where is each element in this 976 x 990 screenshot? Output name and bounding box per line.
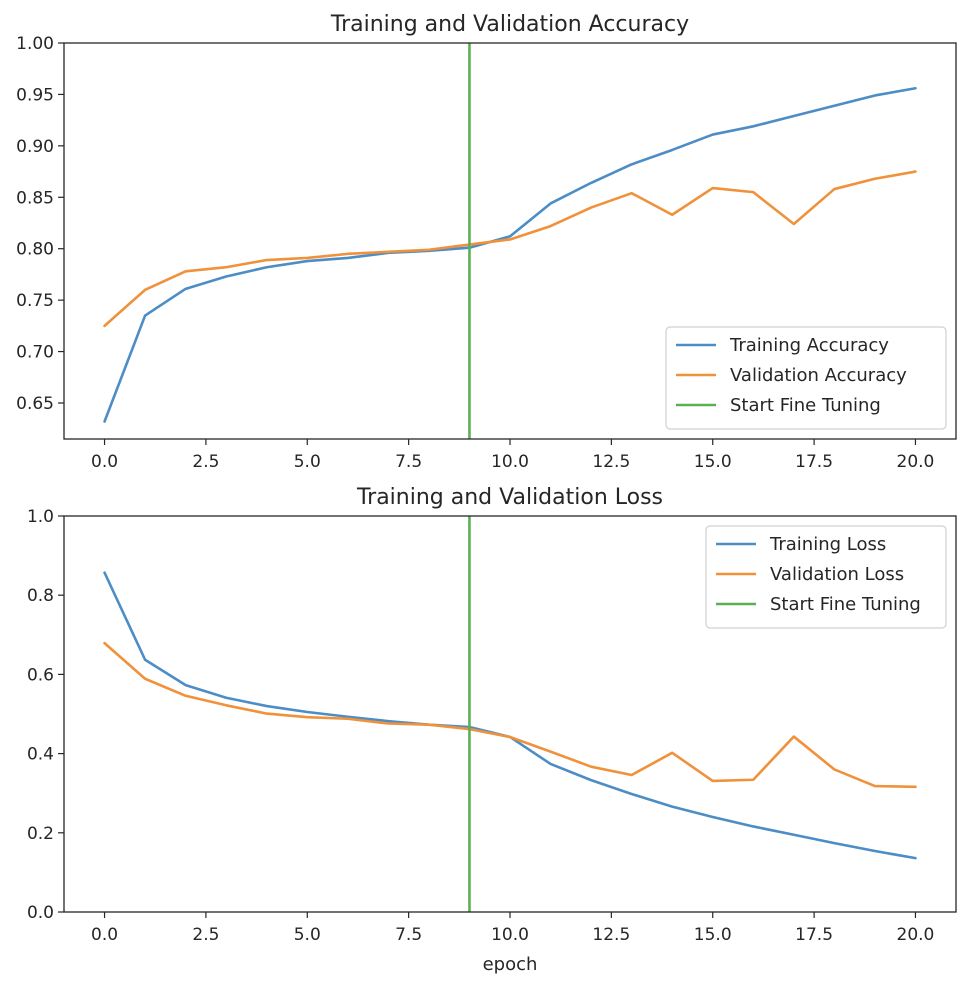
x-tick-label: 20.0: [897, 452, 935, 472]
legend-label: Start Fine Tuning: [730, 395, 881, 416]
plot-frame: [63, 515, 957, 913]
y-tick-label: 0.6: [27, 665, 54, 685]
legend: Training Accuracy Validation Accuracy Star…: [665, 326, 947, 430]
series-line-training: [103, 86, 917, 423]
y-tick-label: 0.65: [16, 394, 54, 414]
chart-loss: Training and Validation Loss 0.0 2.5 5.0 7.5…: [27, 485, 957, 975]
legend-box: [705, 525, 947, 629]
x-tick-label: 20.0: [897, 925, 935, 945]
plot-frame: [63, 42, 957, 440]
x-tick-label: 0.0: [91, 452, 118, 472]
x-tick-label: 5.0: [294, 925, 321, 945]
series-line-validation: [103, 170, 917, 328]
legend-label: Start Fine Tuning: [770, 594, 921, 615]
x-tick-label: 10.0: [491, 452, 529, 472]
legend-label: Validation Loss: [770, 564, 904, 585]
y-tick-label: 1.0: [27, 507, 54, 527]
legend-label: Training Accuracy: [729, 335, 889, 356]
x-tick-label: 2.5: [192, 452, 219, 472]
chart-title: Training and Validation Accuracy: [330, 12, 689, 37]
x-tick-label: 15.0: [694, 452, 732, 472]
y-tick-label: 0.4: [27, 745, 54, 765]
x-tick-label: 12.5: [592, 925, 630, 945]
x-tick-label: 17.5: [795, 452, 833, 472]
legend-label: Validation Accuracy: [730, 365, 907, 386]
y-tick-label: 0.80: [16, 240, 54, 260]
y-tick-label: 0.90: [16, 137, 54, 157]
x-tick-label: 2.5: [192, 925, 219, 945]
chart-accuracy: Training and Validation Accuracy 0.0 2.5 5.…: [16, 12, 957, 472]
y-tick-label: 0.75: [16, 291, 54, 311]
legend-box: [665, 326, 947, 430]
y-tick-label: 0.8: [27, 586, 54, 606]
x-tick-label: 17.5: [795, 925, 833, 945]
y-tick-label: 0.85: [16, 188, 54, 208]
y-tick-label: 0.2: [27, 824, 54, 844]
x-tick-label: 12.5: [592, 452, 630, 472]
x-axis-label: epoch: [483, 954, 538, 975]
legend: Training Loss Validation Loss Start Fine T…: [705, 525, 947, 629]
x-tick-label: 7.5: [395, 925, 422, 945]
y-tick-label: 0.0: [27, 903, 54, 923]
y-tick-label: 1.00: [16, 34, 54, 54]
x-tick-label: 0.0: [91, 925, 118, 945]
y-tick-label: 0.95: [16, 85, 54, 105]
x-tick-label: 10.0: [491, 925, 529, 945]
y-tick-label: 0.70: [16, 343, 54, 363]
x-tick-label: 7.5: [395, 452, 422, 472]
series-line-validation: [103, 641, 917, 789]
x-tick-label: 5.0: [294, 452, 321, 472]
chart-title: Training and Validation Loss: [356, 485, 663, 510]
x-tick-label: 15.0: [694, 925, 732, 945]
legend-label: Training Loss: [769, 534, 886, 555]
